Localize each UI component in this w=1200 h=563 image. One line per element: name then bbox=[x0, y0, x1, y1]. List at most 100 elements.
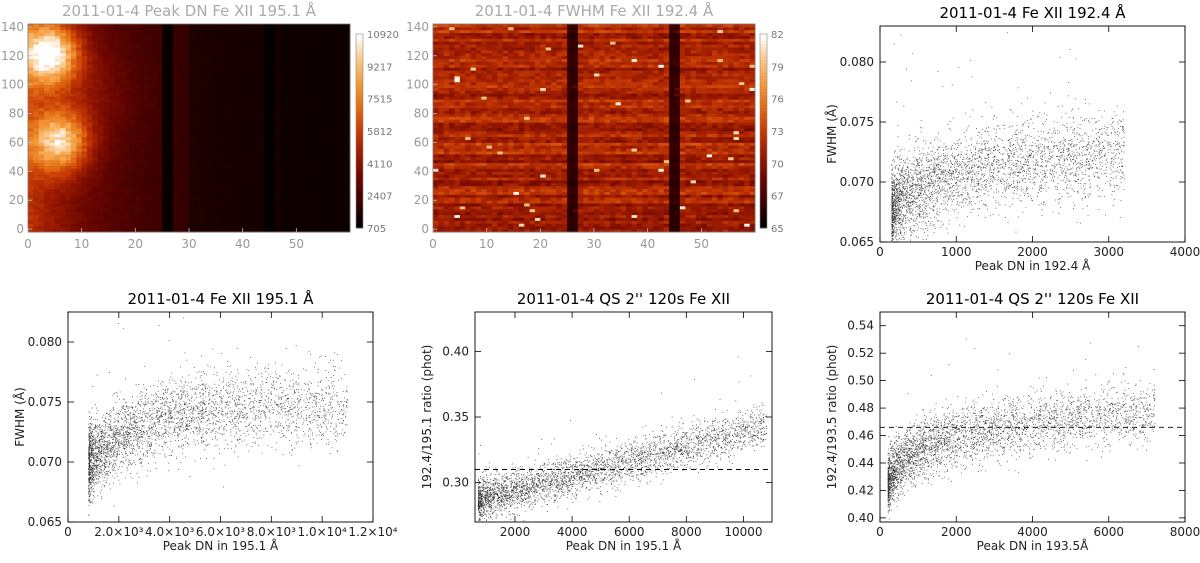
data-point bbox=[921, 216, 922, 217]
data-point bbox=[1043, 202, 1044, 203]
data-point bbox=[1055, 130, 1056, 131]
data-point bbox=[1005, 164, 1006, 165]
data-point bbox=[895, 197, 896, 198]
data-point bbox=[303, 422, 304, 423]
data-point bbox=[1115, 155, 1116, 156]
data-point bbox=[1069, 153, 1070, 154]
data-point bbox=[1042, 155, 1043, 156]
data-point bbox=[953, 172, 954, 173]
data-point bbox=[1113, 153, 1114, 154]
data-point bbox=[141, 443, 142, 444]
data-point bbox=[993, 173, 994, 174]
data-point bbox=[1037, 152, 1038, 153]
data-point bbox=[925, 212, 926, 213]
data-point bbox=[956, 189, 957, 190]
data-point bbox=[1072, 151, 1073, 152]
data-point bbox=[971, 139, 972, 140]
data-point bbox=[897, 179, 898, 180]
data-point bbox=[195, 429, 196, 430]
data-point bbox=[118, 323, 119, 324]
data-point bbox=[934, 189, 935, 190]
data-point bbox=[1038, 192, 1039, 193]
data-point bbox=[995, 141, 996, 142]
data-point bbox=[91, 428, 92, 429]
data-point bbox=[1120, 217, 1121, 218]
data-point bbox=[944, 193, 945, 194]
data-point bbox=[1064, 169, 1065, 170]
data-point bbox=[281, 437, 282, 438]
data-point bbox=[267, 431, 268, 432]
data-point bbox=[912, 213, 913, 214]
data-point bbox=[951, 188, 952, 189]
data-point bbox=[934, 159, 935, 160]
data-point bbox=[956, 186, 957, 187]
data-point bbox=[942, 190, 943, 191]
data-point bbox=[182, 448, 183, 449]
data-point bbox=[1008, 156, 1009, 157]
data-point bbox=[946, 157, 947, 158]
data-point bbox=[199, 430, 200, 431]
data-point bbox=[937, 178, 938, 179]
data-point bbox=[1010, 185, 1011, 186]
data-point bbox=[892, 212, 893, 213]
data-point bbox=[917, 162, 918, 163]
data-point bbox=[97, 419, 98, 420]
data-point bbox=[298, 409, 299, 410]
data-point bbox=[957, 155, 958, 156]
data-point bbox=[98, 460, 99, 461]
data-point bbox=[292, 423, 293, 424]
data-point bbox=[1083, 208, 1084, 209]
data-point bbox=[1093, 174, 1094, 175]
data-point bbox=[901, 239, 902, 240]
data-point bbox=[1099, 158, 1100, 159]
data-point bbox=[908, 208, 909, 209]
data-point bbox=[996, 208, 997, 209]
data-point bbox=[263, 435, 264, 436]
data-point bbox=[1045, 156, 1046, 157]
data-point bbox=[1117, 141, 1118, 142]
data-point bbox=[977, 179, 978, 180]
data-point bbox=[918, 183, 919, 184]
data-point bbox=[147, 456, 148, 457]
data-point bbox=[1070, 169, 1071, 170]
data-point bbox=[103, 442, 104, 443]
data-point bbox=[112, 450, 113, 451]
data-point bbox=[1010, 109, 1011, 110]
data-point bbox=[1009, 174, 1010, 175]
data-point bbox=[966, 140, 967, 141]
data-point bbox=[1023, 189, 1024, 190]
data-point bbox=[286, 414, 287, 415]
data-point bbox=[220, 390, 221, 391]
data-point bbox=[347, 425, 348, 426]
data-point bbox=[961, 167, 962, 168]
data-point bbox=[1005, 217, 1006, 218]
data-point bbox=[934, 170, 935, 171]
data-point bbox=[900, 197, 901, 198]
data-point bbox=[1001, 153, 1002, 154]
data-point bbox=[1018, 157, 1019, 158]
data-point bbox=[937, 209, 938, 210]
data-point bbox=[955, 144, 956, 145]
data-point bbox=[991, 139, 992, 140]
data-point bbox=[927, 216, 928, 217]
data-point bbox=[992, 181, 993, 182]
data-point bbox=[1080, 135, 1081, 136]
data-point bbox=[920, 127, 921, 128]
data-point bbox=[954, 157, 955, 158]
data-point bbox=[899, 207, 900, 208]
data-point bbox=[1003, 173, 1004, 174]
data-point bbox=[231, 416, 232, 417]
data-point bbox=[906, 207, 907, 208]
data-point bbox=[132, 425, 133, 426]
data-point bbox=[1099, 120, 1100, 121]
data-point bbox=[892, 174, 893, 175]
data-point bbox=[294, 407, 295, 408]
data-point bbox=[947, 124, 948, 125]
data-point bbox=[954, 148, 955, 149]
data-point bbox=[899, 184, 900, 185]
data-point bbox=[1044, 173, 1045, 174]
data-point bbox=[1085, 170, 1086, 171]
data-point bbox=[899, 191, 900, 192]
data-point bbox=[909, 177, 910, 178]
data-point bbox=[1119, 142, 1120, 143]
